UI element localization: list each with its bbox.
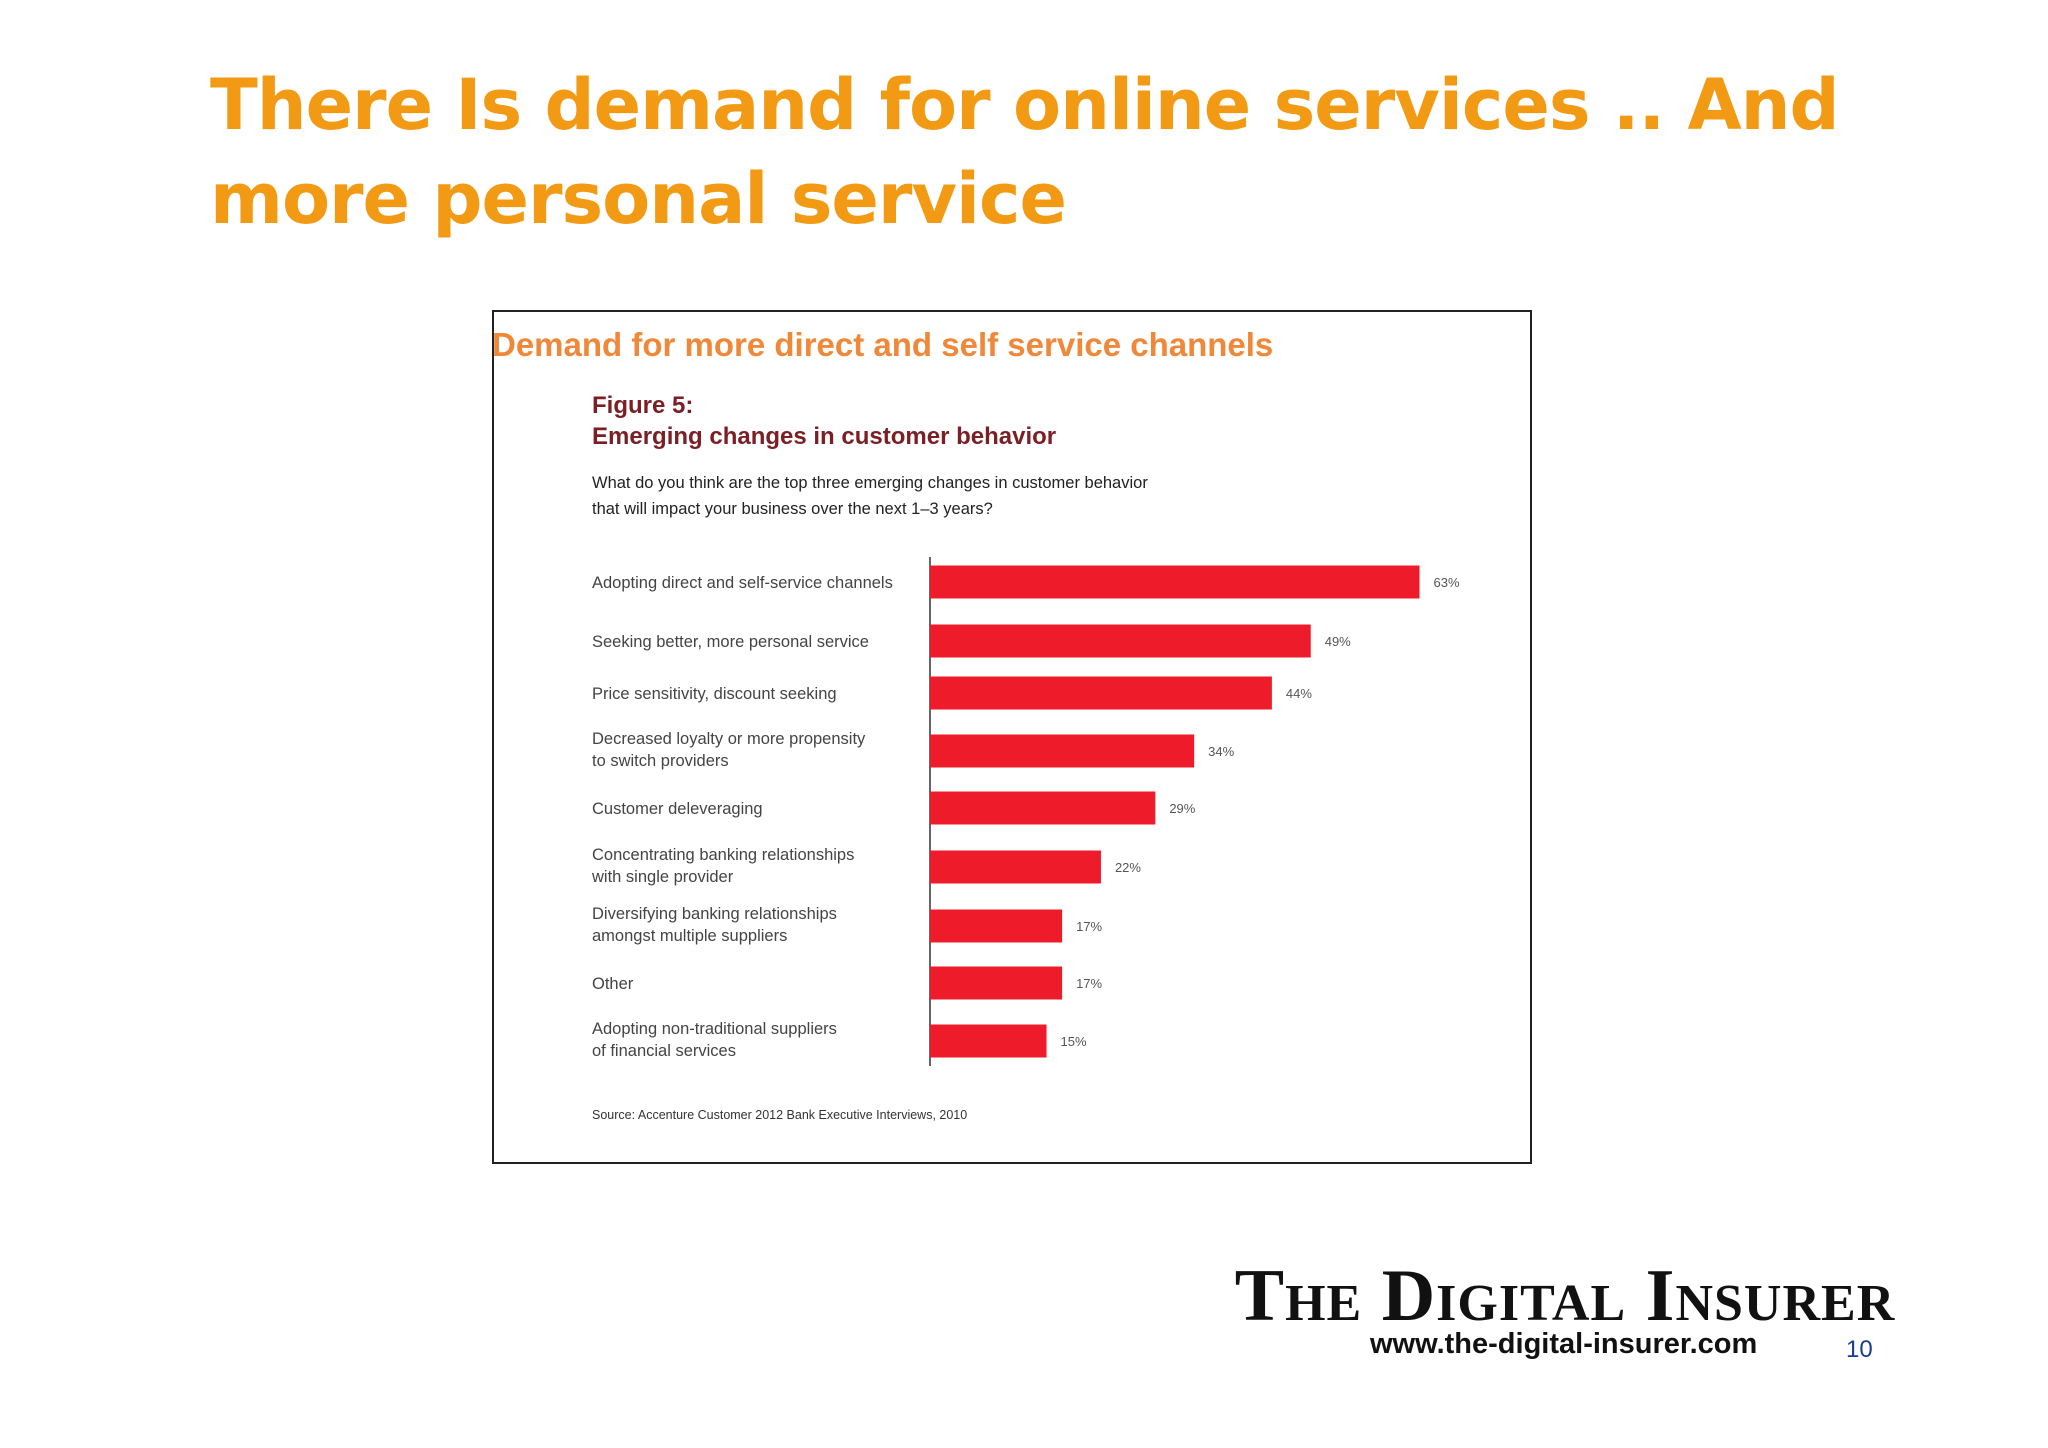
figure-caption: Demand for more direct and self service … — [492, 326, 1274, 363]
figure-source: Source: Accenture Customer 2012 Bank Exe… — [592, 1108, 968, 1122]
bar — [930, 966, 1063, 1000]
bar — [930, 565, 1420, 599]
brand-logo: The Digital Insurer — [1234, 1255, 1896, 1337]
page-number: 10 — [1846, 1336, 1873, 1363]
value-label: 49% — [1325, 634, 1351, 649]
value-label: 22% — [1115, 860, 1141, 875]
value-label: 44% — [1286, 686, 1312, 701]
bar — [930, 624, 1311, 658]
value-label: 29% — [1169, 801, 1195, 816]
bar — [930, 1024, 1047, 1058]
category-label: Price sensitivity, discount seeking — [592, 685, 837, 703]
bar — [930, 909, 1063, 943]
value-label: 63% — [1434, 575, 1460, 590]
value-label: 34% — [1208, 744, 1234, 759]
category-label: Concentrating banking relationships with … — [591, 846, 854, 886]
figure-frame: Demand for more direct and self service … — [492, 310, 1532, 1164]
category-label: Adopting direct and self-service channel… — [592, 574, 893, 592]
category-label: Adopting non-traditional suppliers of fin… — [592, 1020, 837, 1060]
bar — [930, 676, 1272, 710]
value-label: 17% — [1076, 976, 1102, 991]
bar — [930, 734, 1195, 768]
figure-question: What do you think are the top three emer… — [592, 474, 1148, 518]
category-label: Customer deleveraging — [592, 800, 763, 818]
figure-title: Emerging changes in customer behavior — [592, 423, 1057, 450]
brand-url[interactable]: www.the-digital-insurer.com — [1370, 1328, 1758, 1360]
bar — [930, 791, 1156, 825]
bar-chart: 63% Adopting direct and self-service chan… — [591, 557, 1460, 1066]
category-label: Diversifying banking relationships amongs… — [592, 905, 837, 945]
bar — [930, 850, 1101, 884]
category-label: Seeking better, more personal service — [592, 633, 869, 651]
slide-title: There Is demand for online services .. A… — [210, 64, 1840, 240]
value-label: 15% — [1061, 1034, 1087, 1049]
value-label: 17% — [1076, 919, 1102, 934]
figure-number: Figure 5: — [592, 392, 694, 419]
category-label: Other — [592, 975, 634, 993]
category-label: Decreased loyalty or more propensity to s… — [592, 730, 866, 770]
